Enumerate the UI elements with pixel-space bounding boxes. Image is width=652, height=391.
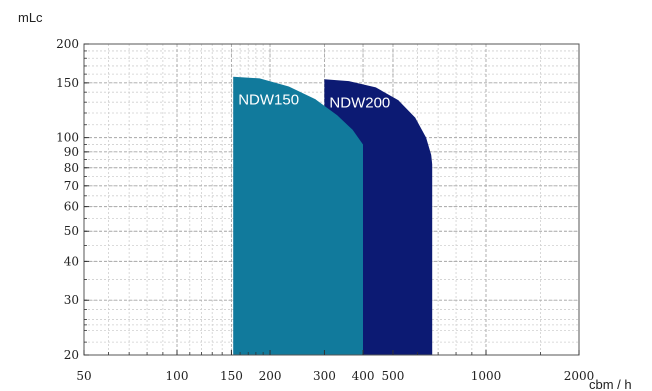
y-tick-label: 30 (64, 293, 79, 307)
x-tick-label: 2000 (564, 369, 595, 383)
series-areas (233, 76, 433, 356)
y-tick-label: 150 (56, 76, 79, 90)
tick-labels: 50 100 150 200 300 400 500 1000 2000 20 30 40 50 60 70… (56, 37, 594, 383)
y-axis-label: mLc (18, 10, 43, 25)
plot-frame (83, 43, 580, 356)
axis-ticks (83, 43, 580, 356)
x-axis-label: cbm / h (589, 377, 632, 391)
y-tick-label: 70 (64, 179, 79, 193)
x-tick-label: 1000 (471, 369, 502, 383)
series-area-ndw150 (233, 76, 363, 355)
x-tick-label: 200 (259, 369, 282, 383)
y-tick-label: 90 (64, 145, 79, 159)
x-tick-label: 50 (76, 369, 91, 383)
y-tick-label: 80 (64, 161, 79, 175)
series-labels: NDW200 NDW150 (238, 92, 390, 112)
series-label-ndw150: NDW150 (238, 92, 299, 109)
y-tick-label: 40 (64, 254, 79, 268)
y-tick-label: 60 (64, 200, 79, 214)
series-label-ndw200: NDW200 (329, 94, 390, 111)
x-tick-label: 150 (220, 369, 243, 383)
x-tick-label: 300 (313, 369, 336, 383)
x-tick-label: 500 (382, 369, 405, 383)
x-tick-label: 100 (166, 369, 189, 383)
y-tick-label: 20 (64, 348, 79, 362)
x-tick-label: 400 (352, 369, 375, 383)
y-tick-label: 50 (64, 224, 79, 238)
y-tick-label: 200 (56, 37, 79, 51)
y-tick-label: 100 (56, 131, 79, 145)
